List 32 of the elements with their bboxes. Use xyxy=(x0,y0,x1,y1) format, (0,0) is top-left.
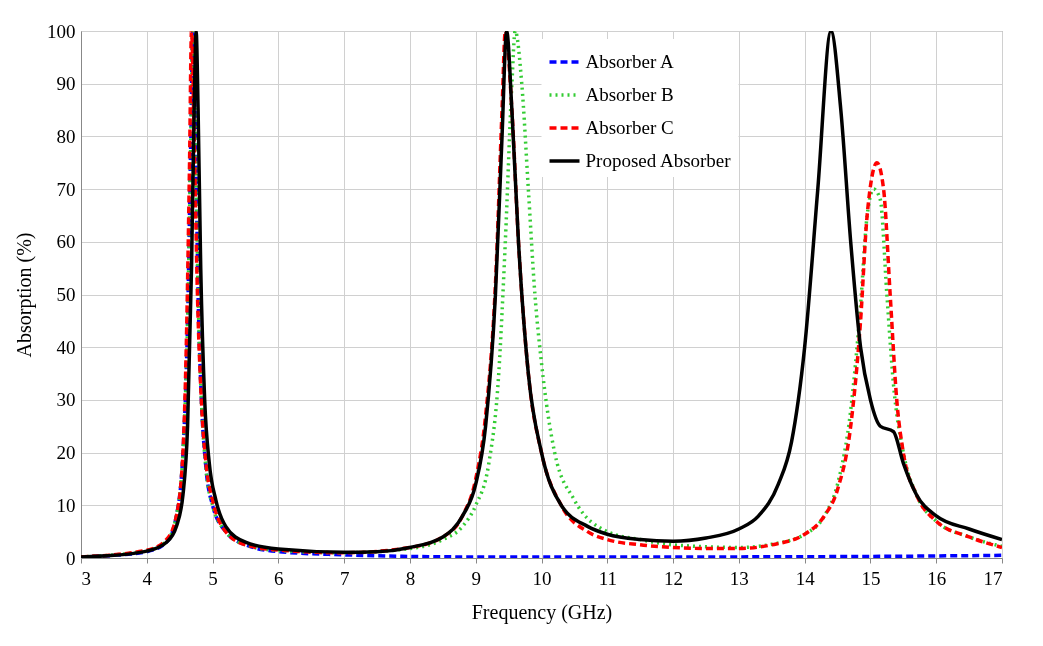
x-tick-label: 13 xyxy=(729,567,749,589)
y-tick-label: 50 xyxy=(56,284,76,305)
x-axis-title: Frequency (GHz) xyxy=(471,600,613,624)
legend-label: Absorber B xyxy=(585,84,674,105)
legend-label: Absorber C xyxy=(585,117,674,138)
x-tick-label: 10 xyxy=(532,567,552,589)
y-tick-label: 90 xyxy=(56,73,76,95)
x-tick-label: 15 xyxy=(861,567,881,589)
legend-label: Proposed Absorber xyxy=(585,150,732,171)
y-tick-label: 0 xyxy=(66,547,76,569)
y-tick-label: 10 xyxy=(56,494,76,516)
x-tick-label: 12 xyxy=(664,567,684,589)
x-tick-label: 16 xyxy=(927,567,947,589)
x-tick-label: 4 xyxy=(142,567,153,589)
x-tick-label: 5 xyxy=(208,567,218,589)
x-tick-label: 6 xyxy=(274,567,284,589)
x-tick-label: 3 xyxy=(81,567,91,589)
y-tick-label: 20 xyxy=(56,442,76,464)
x-tick-label: 7 xyxy=(339,567,350,589)
y-tick-label: 30 xyxy=(56,389,76,411)
legend-label: Absorber A xyxy=(585,51,674,72)
y-tick-label: 60 xyxy=(56,231,76,253)
y-axis-title: Absorption (%) xyxy=(13,232,36,358)
y-tick-label: 100 xyxy=(47,20,76,42)
x-tick-label: 11 xyxy=(598,567,617,589)
y-tick-label: 80 xyxy=(56,125,76,147)
y-tick-label: 40 xyxy=(56,336,76,358)
y-tick-label: 70 xyxy=(56,178,76,200)
x-tick-label: 8 xyxy=(405,567,416,589)
x-tick-label: 17 xyxy=(983,567,1003,589)
x-tick-label: 14 xyxy=(795,567,816,589)
x-tick-label: 9 xyxy=(471,567,481,589)
